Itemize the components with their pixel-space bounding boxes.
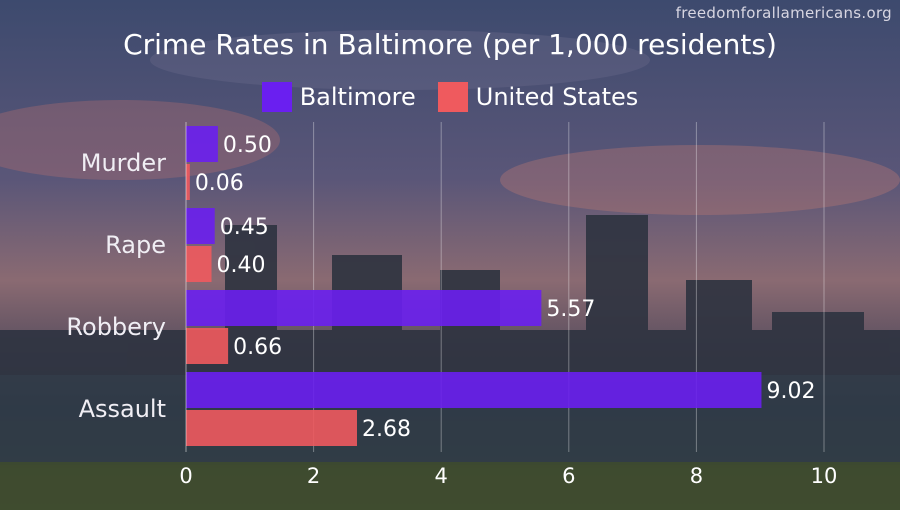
category-label: Murder [81, 149, 166, 177]
bar [186, 208, 215, 244]
bar [186, 246, 212, 282]
bar [186, 328, 229, 364]
x-tick-label: 0 [179, 464, 192, 488]
category-label: Assault [79, 395, 166, 423]
data-label: 0.40 [217, 253, 266, 278]
bar [186, 290, 542, 326]
bar [186, 126, 218, 162]
x-tick-label: 4 [435, 464, 448, 488]
bar [186, 410, 357, 446]
source-watermark[interactable]: freedomforallamericans.org [675, 4, 892, 22]
legend-swatch-united-states [437, 82, 468, 112]
data-label: 0.45 [220, 215, 269, 240]
bar [186, 164, 190, 200]
legend-item-united-states: United States [437, 82, 639, 112]
legend-item-baltimore: Baltimore [261, 82, 416, 112]
legend-label-united-states: United States [475, 83, 639, 111]
legend-swatch-baltimore [261, 82, 292, 112]
data-label: 9.02 [766, 379, 815, 404]
legend-label-baltimore: Baltimore [299, 83, 416, 111]
data-label: 0.50 [223, 133, 272, 158]
bar [186, 372, 762, 408]
chart-title: Crime Rates in Baltimore (per 1,000 resi… [123, 28, 777, 61]
x-tick-label: 10 [811, 464, 838, 488]
category-label: Robbery [66, 313, 166, 341]
chart-legend: Baltimore United States [0, 82, 900, 112]
category-label: Rape [105, 231, 166, 259]
x-tick-label: 2 [307, 464, 320, 488]
data-label: 0.66 [233, 335, 282, 360]
x-tick-label: 8 [690, 464, 703, 488]
data-label: 2.68 [362, 417, 411, 442]
data-label: 5.57 [546, 297, 595, 322]
data-label: 0.06 [195, 171, 244, 196]
x-tick-label: 6 [562, 464, 575, 488]
